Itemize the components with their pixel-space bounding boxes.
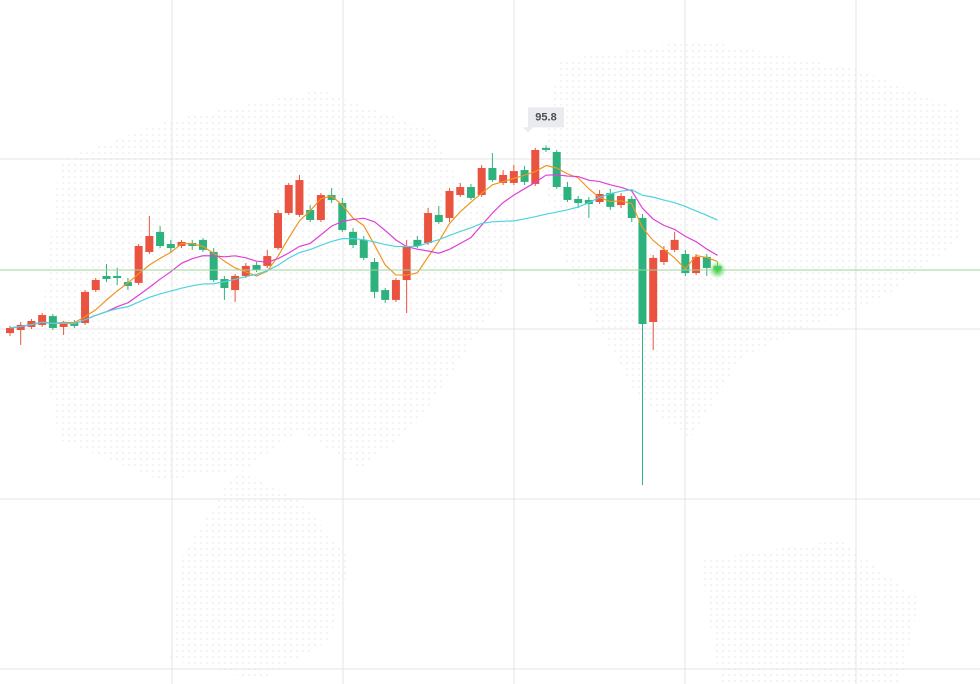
candle-body xyxy=(327,195,336,200)
candle-body xyxy=(166,243,175,249)
candle-body xyxy=(274,213,282,249)
candle-body xyxy=(649,257,658,323)
candle-body xyxy=(102,275,111,280)
candle-body xyxy=(231,275,240,291)
candle-body xyxy=(48,316,57,328)
candle-body xyxy=(445,190,454,218)
max-label-box xyxy=(523,107,564,133)
candle-body xyxy=(391,280,400,300)
candle-body xyxy=(91,280,100,291)
candle-body xyxy=(6,327,14,334)
candle-body xyxy=(402,246,411,281)
candle-body xyxy=(123,282,132,286)
candle-body xyxy=(466,187,475,198)
candle-body xyxy=(456,187,465,196)
candle-body xyxy=(520,170,529,182)
candle-body xyxy=(156,231,165,247)
candle-body xyxy=(509,171,518,183)
candle-body xyxy=(692,256,701,274)
candle-body xyxy=(338,203,347,231)
candle-body xyxy=(16,324,25,331)
candle-body xyxy=(606,192,615,207)
map-background xyxy=(40,40,960,684)
candle-body xyxy=(659,249,668,263)
max-label: 95.8 xyxy=(535,111,556,123)
candle-body xyxy=(542,147,550,150)
candle-body xyxy=(627,198,636,218)
candle-body xyxy=(574,198,583,204)
candle-body xyxy=(359,239,368,258)
candle-body xyxy=(252,265,261,270)
candle-body xyxy=(681,254,690,274)
candle-body xyxy=(198,239,207,250)
candle-body xyxy=(27,321,36,327)
candle-body xyxy=(145,235,154,252)
candle-body xyxy=(702,256,711,268)
candle-body xyxy=(241,265,250,276)
candle-body xyxy=(477,167,486,196)
candle-body xyxy=(316,195,325,221)
candle-body xyxy=(38,315,47,325)
moving-average xyxy=(9,189,718,329)
candle-body xyxy=(295,180,304,215)
candle-body xyxy=(220,279,229,289)
candle-body xyxy=(284,184,293,214)
candle-body xyxy=(552,152,561,188)
candle-body xyxy=(499,174,508,183)
candle-body xyxy=(670,239,679,250)
candle-body xyxy=(263,256,272,266)
candle-body xyxy=(381,290,390,300)
candle-body xyxy=(531,149,540,184)
candle-body xyxy=(370,262,379,292)
last-price-glow xyxy=(708,260,727,279)
candle-body xyxy=(563,187,572,200)
candle-body xyxy=(188,242,197,247)
moving-average xyxy=(9,174,718,329)
candle-body xyxy=(209,251,218,281)
candle-body xyxy=(113,275,122,278)
candle-body xyxy=(59,323,68,327)
candle-body xyxy=(488,167,497,181)
vertical-grid xyxy=(171,0,857,684)
candle-body xyxy=(413,239,422,247)
candle-body xyxy=(638,217,647,325)
candle-body xyxy=(306,209,315,221)
candle-body xyxy=(424,213,433,243)
candle-body xyxy=(81,291,90,324)
candle-body xyxy=(134,246,143,283)
candle-body xyxy=(434,214,443,223)
